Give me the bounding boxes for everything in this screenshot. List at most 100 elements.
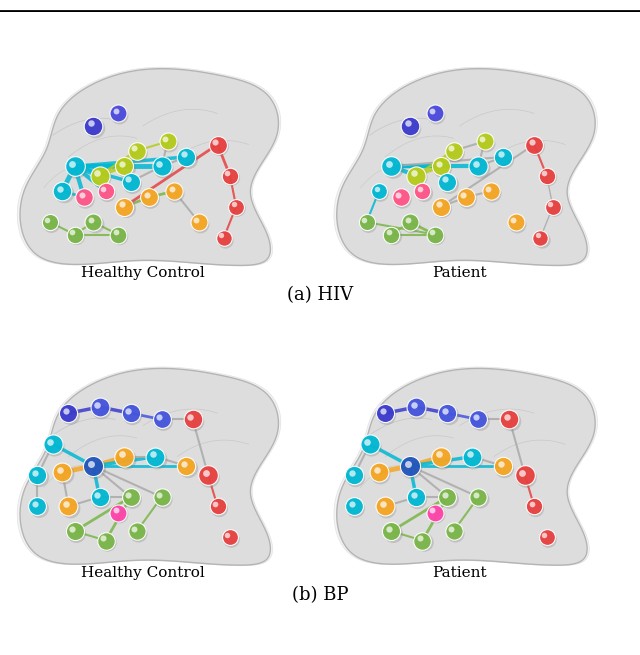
Point <box>512 219 522 229</box>
Point <box>471 159 481 169</box>
Point <box>219 233 229 243</box>
Point <box>133 147 143 158</box>
Point <box>125 408 136 419</box>
Point <box>380 501 390 512</box>
Point <box>349 470 359 481</box>
Point <box>440 489 450 500</box>
PathPatch shape <box>17 67 281 266</box>
Point <box>33 470 43 481</box>
Point <box>95 403 106 414</box>
Point <box>125 492 136 502</box>
Point <box>431 110 441 121</box>
Point <box>70 229 80 240</box>
Point <box>49 441 60 451</box>
Point <box>90 122 100 133</box>
Point <box>58 469 68 479</box>
Point <box>428 505 438 515</box>
Point <box>415 183 425 194</box>
Point <box>120 453 131 464</box>
Point <box>527 137 537 147</box>
Point <box>444 410 454 421</box>
Point <box>409 400 419 410</box>
Point <box>498 152 508 162</box>
Point <box>396 192 406 202</box>
Point <box>80 194 90 204</box>
Point <box>405 121 415 131</box>
Point <box>115 110 125 121</box>
Point <box>437 163 447 174</box>
Point <box>387 161 397 172</box>
Point <box>148 449 158 459</box>
Text: Healthy Control: Healthy Control <box>81 267 205 280</box>
Point <box>182 153 193 164</box>
Point <box>181 152 191 162</box>
Point <box>433 159 444 169</box>
Point <box>95 494 106 504</box>
PathPatch shape <box>337 69 595 265</box>
Point <box>228 199 239 210</box>
Point <box>474 494 484 504</box>
Point <box>431 231 441 242</box>
Point <box>65 503 75 514</box>
Point <box>67 159 77 169</box>
Point <box>449 526 459 536</box>
Point <box>88 121 99 131</box>
Point <box>158 416 168 426</box>
Point <box>119 201 129 212</box>
Point <box>381 503 392 514</box>
Point <box>57 186 67 196</box>
Point <box>141 189 152 200</box>
Point <box>506 416 516 426</box>
Point <box>440 174 450 185</box>
Point <box>133 528 143 538</box>
Point <box>471 489 481 500</box>
Point <box>33 501 43 512</box>
Point <box>417 535 428 546</box>
Point <box>384 227 394 237</box>
Point <box>90 219 100 229</box>
Point <box>536 234 547 245</box>
Point <box>119 451 129 462</box>
Point <box>539 168 549 178</box>
Point <box>116 199 127 210</box>
Point <box>111 227 121 237</box>
Point <box>54 183 65 194</box>
Text: Healthy Control: Healthy Control <box>81 566 205 580</box>
Point <box>535 233 545 243</box>
Point <box>437 453 447 464</box>
Point <box>111 105 121 116</box>
Point <box>549 203 559 214</box>
Text: Patient: Patient <box>433 566 487 580</box>
Point <box>412 494 422 504</box>
Point <box>440 405 450 416</box>
Point <box>145 194 156 204</box>
Point <box>203 470 213 481</box>
Point <box>378 498 388 509</box>
Point <box>30 468 40 478</box>
Point <box>436 161 446 172</box>
Point <box>375 469 385 479</box>
Point <box>191 214 202 225</box>
Point <box>123 405 133 416</box>
Point <box>473 414 483 424</box>
Point <box>115 231 125 242</box>
Point <box>433 199 444 210</box>
Point <box>86 458 96 469</box>
Point <box>431 509 441 519</box>
Point <box>511 217 521 227</box>
Point <box>79 192 89 202</box>
Point <box>346 498 356 509</box>
Point <box>42 214 52 225</box>
Point <box>433 449 444 459</box>
Point <box>380 408 390 419</box>
Point <box>531 141 541 151</box>
Point <box>411 402 421 412</box>
Point <box>406 122 417 133</box>
Point <box>210 498 220 509</box>
Point <box>346 468 356 478</box>
Point <box>225 532 235 542</box>
Point <box>406 219 417 229</box>
Point <box>58 188 68 198</box>
Point <box>450 147 460 158</box>
Point <box>388 163 398 174</box>
